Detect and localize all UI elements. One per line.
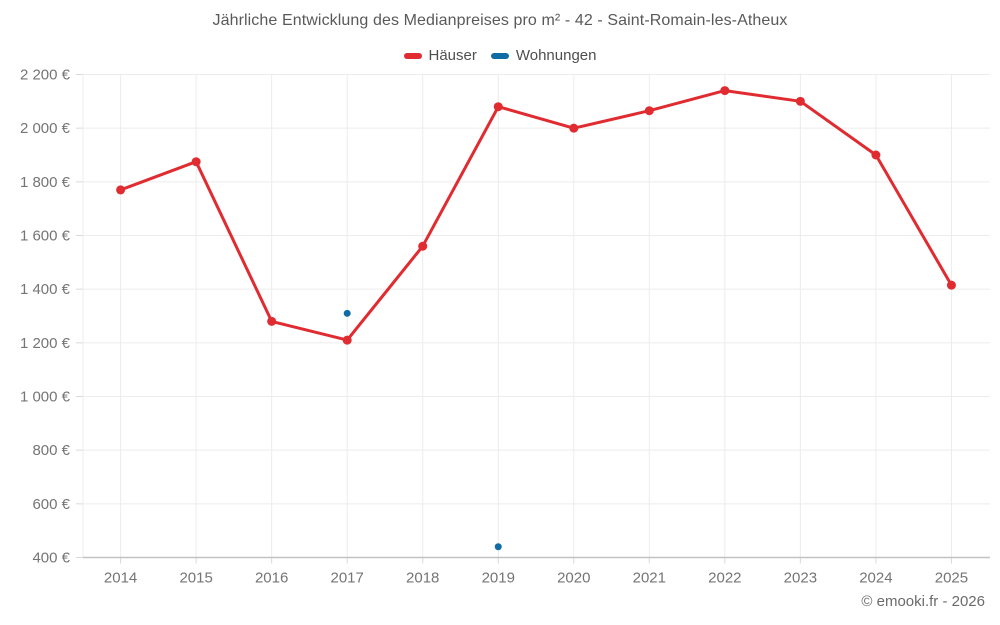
data-point-hauser-2021[interactable] [644, 106, 654, 116]
y-axis-label: 2 200 € [20, 67, 71, 84]
x-axis-label: 2020 [557, 570, 590, 587]
data-point-hauser-2018[interactable] [418, 241, 428, 251]
data-point-hauser-2023[interactable] [795, 96, 805, 106]
x-axis-label: 2022 [708, 570, 741, 587]
x-axis-label: 2024 [859, 570, 892, 587]
series-line-hauser [119, 89, 953, 342]
legend-label-hauser: Häuser [428, 47, 477, 64]
data-point-hauser-2015[interactable] [191, 157, 201, 167]
y-axis-label: 1 600 € [20, 228, 71, 245]
y-axis-label: 2 000 € [20, 120, 71, 137]
legend-swatch-wohnungen-icon [490, 52, 509, 59]
y-axis-label: 600 € [32, 496, 70, 513]
data-point-wohnungen-2017[interactable] [343, 309, 351, 317]
y-axis-label: 400 € [32, 550, 70, 567]
y-axis-label: 1 200 € [20, 335, 71, 352]
x-axis-label: 2025 [935, 570, 968, 587]
data-point-hauser-2024[interactable] [871, 150, 881, 160]
data-point-hauser-2016[interactable] [267, 316, 277, 326]
x-axis-label: 2019 [482, 570, 515, 587]
data-point-hauser-2014[interactable] [116, 185, 126, 195]
legend-item-hauser[interactable]: Häuser [403, 47, 477, 64]
data-point-wohnungen-2019[interactable] [494, 543, 502, 551]
chart-title: Jährliche Entwicklung des Medianpreises … [212, 12, 788, 29]
copyright-footer: © emooki.fr - 2026 [861, 593, 985, 610]
y-axis-label: 1 800 € [20, 174, 71, 191]
data-point-hauser-2022[interactable] [720, 86, 730, 96]
x-axis-label: 2014 [104, 570, 137, 587]
legend-label-wohnungen: Wohnungen [515, 47, 597, 64]
x-axis-label: 2023 [784, 570, 817, 587]
x-axis-label: 2015 [179, 570, 212, 587]
data-point-hauser-2020[interactable] [569, 123, 579, 133]
legend-swatch-hauser-icon [403, 52, 422, 59]
x-axis-label: 2021 [633, 570, 666, 587]
y-axis-label: 1 400 € [20, 281, 71, 298]
data-point-hauser-2017[interactable] [342, 335, 352, 345]
x-axis-label: 2017 [331, 570, 364, 587]
data-point-hauser-2019[interactable] [493, 102, 503, 112]
legend-item-wohnungen[interactable]: Wohnungen [490, 47, 597, 64]
y-axis-label: 800 € [32, 442, 70, 459]
x-axis-label: 2016 [255, 570, 288, 587]
x-axis-label: 2018 [406, 570, 439, 587]
data-point-hauser-2025[interactable] [946, 280, 956, 290]
y-axis-label: 1 000 € [20, 389, 71, 406]
legend: Häuser Wohnungen [0, 47, 1000, 64]
